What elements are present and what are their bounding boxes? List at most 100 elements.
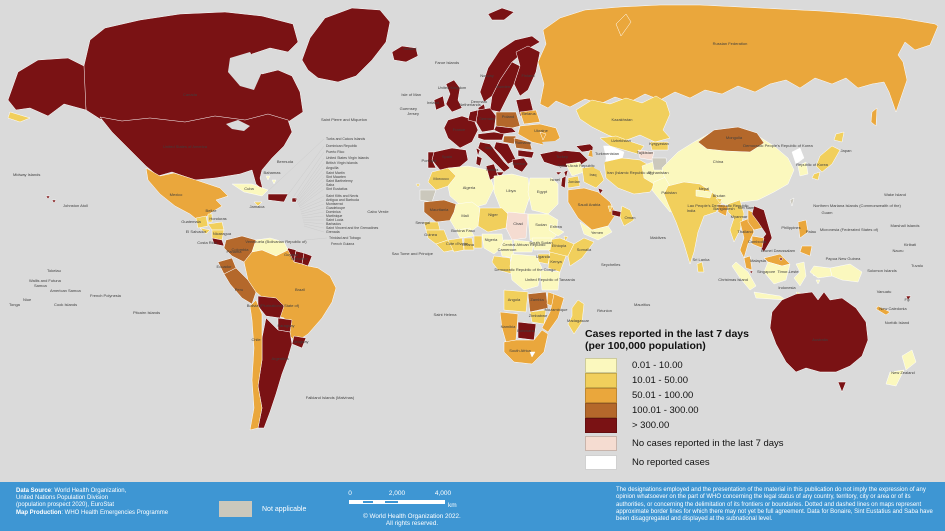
country-finland — [513, 45, 541, 97]
legend-swatch-c1 — [585, 357, 617, 373]
map-label: Belarus — [522, 111, 536, 116]
map-label: Saint Lucia — [326, 218, 343, 222]
map-label: Turks and Caicos Islands — [326, 137, 365, 141]
map-label: Sudan — [535, 222, 547, 227]
map-label: Guadeloupe — [326, 206, 345, 210]
map-label: Saint Barthelemy — [326, 179, 353, 183]
map-label: Afghanistan — [647, 170, 668, 175]
legend-row: 0.01 - 10.00 — [585, 357, 940, 373]
legend-swatch-nc — [585, 436, 617, 451]
map-label: Fiji — [904, 297, 909, 302]
country-shapes — [7, 4, 939, 431]
map-label: Sri Lanka — [693, 257, 711, 262]
country-angola — [503, 289, 529, 313]
lakes — [226, 52, 606, 172]
map-label: Guatemala — [181, 219, 201, 224]
country-bulgaria — [517, 149, 535, 159]
country-eritrea — [548, 223, 565, 237]
country-south-africa — [503, 329, 549, 365]
copyright: © World Health Organization 2022. All ri… — [363, 513, 461, 528]
country-cyprus — [555, 171, 563, 176]
country-iceland — [391, 45, 419, 63]
map-label: Canada — [183, 92, 198, 97]
scale-unit: km — [448, 502, 457, 509]
map-label: Democratic Republic of the Congo — [495, 267, 557, 272]
country-chile — [249, 299, 263, 431]
map-label: Sint Eustatius — [326, 187, 348, 191]
map-label: Tajikistan — [637, 150, 653, 155]
map-label: United States Virgin Islands — [326, 156, 369, 160]
map-label: Maldives — [650, 235, 666, 240]
not-applicable-swatch — [219, 501, 252, 517]
country-japan — [833, 131, 845, 143]
map-label: Venezuela (Bolivarian Republic of) — [245, 239, 307, 244]
map-label: Suriname — [290, 256, 308, 261]
country-poland — [495, 111, 521, 129]
country-malaysia — [743, 255, 753, 271]
map-label: Pakistan — [661, 190, 676, 195]
country-hispaniola — [267, 193, 289, 203]
legend-row: No cases reported in the last 7 days — [585, 436, 940, 451]
map-label: Mauritius — [634, 302, 650, 307]
country-papua-new-guinea — [829, 263, 863, 283]
country-north-korea — [791, 147, 805, 165]
country-lebanon — [563, 169, 569, 179]
map-label: Mauritania — [430, 207, 449, 212]
country-canary-islands — [415, 183, 421, 188]
legend-label: 100.01 - 300.00 — [632, 404, 699, 416]
map-label: Mongolia — [726, 135, 743, 140]
map-label: Tonga — [9, 302, 21, 307]
country-philippines-luzon — [797, 219, 809, 239]
country-jamaica — [253, 201, 263, 207]
country-hawaii — [45, 195, 51, 200]
map-label: Senegal — [415, 220, 430, 225]
country-sakhalin — [870, 107, 878, 127]
scale-bar: 0 2,000 4,000 km — [348, 490, 456, 509]
map-label: Trinidad and Tobago — [329, 236, 361, 240]
map-label: Bangladesh — [713, 206, 734, 211]
country-egypt — [527, 177, 559, 215]
map-label: United States of America — [163, 144, 208, 149]
country-hungary — [502, 135, 517, 145]
map-label: Chile — [251, 337, 261, 342]
map-label: Mali — [461, 213, 468, 218]
map-label: Nigeria — [485, 237, 498, 242]
map-label: Kyrgyzstan — [649, 141, 669, 146]
map-label: Niue — [23, 297, 32, 302]
map-label: Tunisia — [486, 167, 500, 172]
country-ireland — [433, 95, 446, 111]
map-label: Zambia — [530, 297, 544, 302]
map-label: Argentina — [271, 356, 289, 361]
world-map: Canada United States of America Mexico Berm… — [7, 4, 939, 431]
map-label: Vanuatu — [877, 289, 892, 294]
map-label: Jersey — [407, 111, 419, 116]
country-singapore — [749, 270, 754, 275]
country-vietnam — [751, 205, 773, 253]
country-costa-rica — [211, 237, 225, 247]
legend-row: > 300.00 — [585, 417, 940, 433]
map-label: Libya — [506, 188, 516, 193]
country-kuwait — [597, 187, 604, 195]
map-label: France — [453, 127, 466, 132]
map-label: Montserrat — [326, 202, 343, 206]
country-czechia-slovakia — [493, 125, 517, 135]
map-label: Bahamas — [264, 170, 281, 175]
map-label: Italy — [485, 145, 492, 150]
country-cambodia — [751, 235, 765, 249]
map-label: Ukraine — [534, 128, 549, 133]
map-label: United Republic of Tanzania — [525, 277, 576, 282]
map-label: Iraq — [590, 172, 597, 177]
map-label: Uzbekistan — [611, 138, 631, 143]
map-label: Martinique — [326, 214, 342, 218]
map-label: Israel — [550, 177, 560, 182]
country-fiji — [905, 295, 912, 301]
country-bangladesh — [717, 203, 729, 217]
map-label: Cameroon — [498, 247, 517, 252]
country-sri-lanka — [696, 261, 705, 273]
map-label: Honduras — [209, 216, 226, 221]
map-label: Paraguay — [277, 323, 294, 328]
map-label: Chad — [513, 221, 523, 226]
map-label: Romania — [515, 140, 532, 145]
map-label: Cabo Verde — [367, 209, 389, 214]
data-source-block: Data Source: World Health Organization, … — [16, 488, 169, 516]
